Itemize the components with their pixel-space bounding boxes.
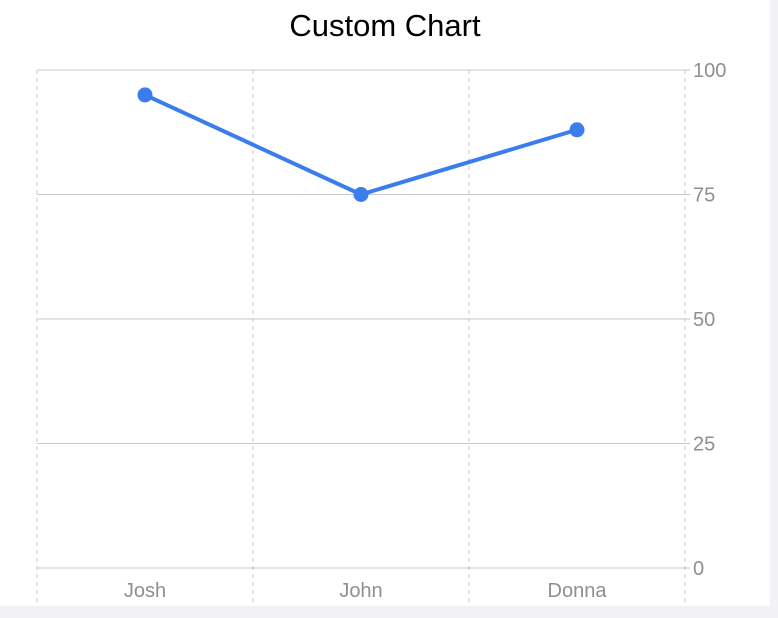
chart-title: Custom Chart [289, 8, 481, 43]
series-line [143, 92, 579, 197]
data-point[interactable] [137, 87, 153, 103]
y-axis-ticks: 0 25 50 75 100 [693, 60, 726, 580]
x-tick-label: John [339, 580, 382, 602]
chart-card: Custom Chart 0 25 50 75 100 Josh John Donna [0, 0, 770, 606]
series-layer [137, 87, 585, 202]
y-tick-label: 100 [693, 60, 726, 82]
y-tick-label: 0 [693, 558, 704, 580]
data-point[interactable] [569, 122, 585, 138]
line-chart: 0 25 50 75 100 Josh John Donna [36, 60, 726, 604]
x-axis-ticks: Josh John Donna [124, 580, 607, 602]
y-tick-label: 75 [693, 185, 715, 207]
data-point[interactable] [353, 187, 369, 202]
x-tick-label: Josh [124, 580, 166, 602]
grid-lines [36, 69, 690, 604]
y-tick-label: 25 [693, 434, 715, 456]
y-tick-label: 50 [693, 309, 715, 331]
x-tick-label: Donna [548, 580, 608, 602]
